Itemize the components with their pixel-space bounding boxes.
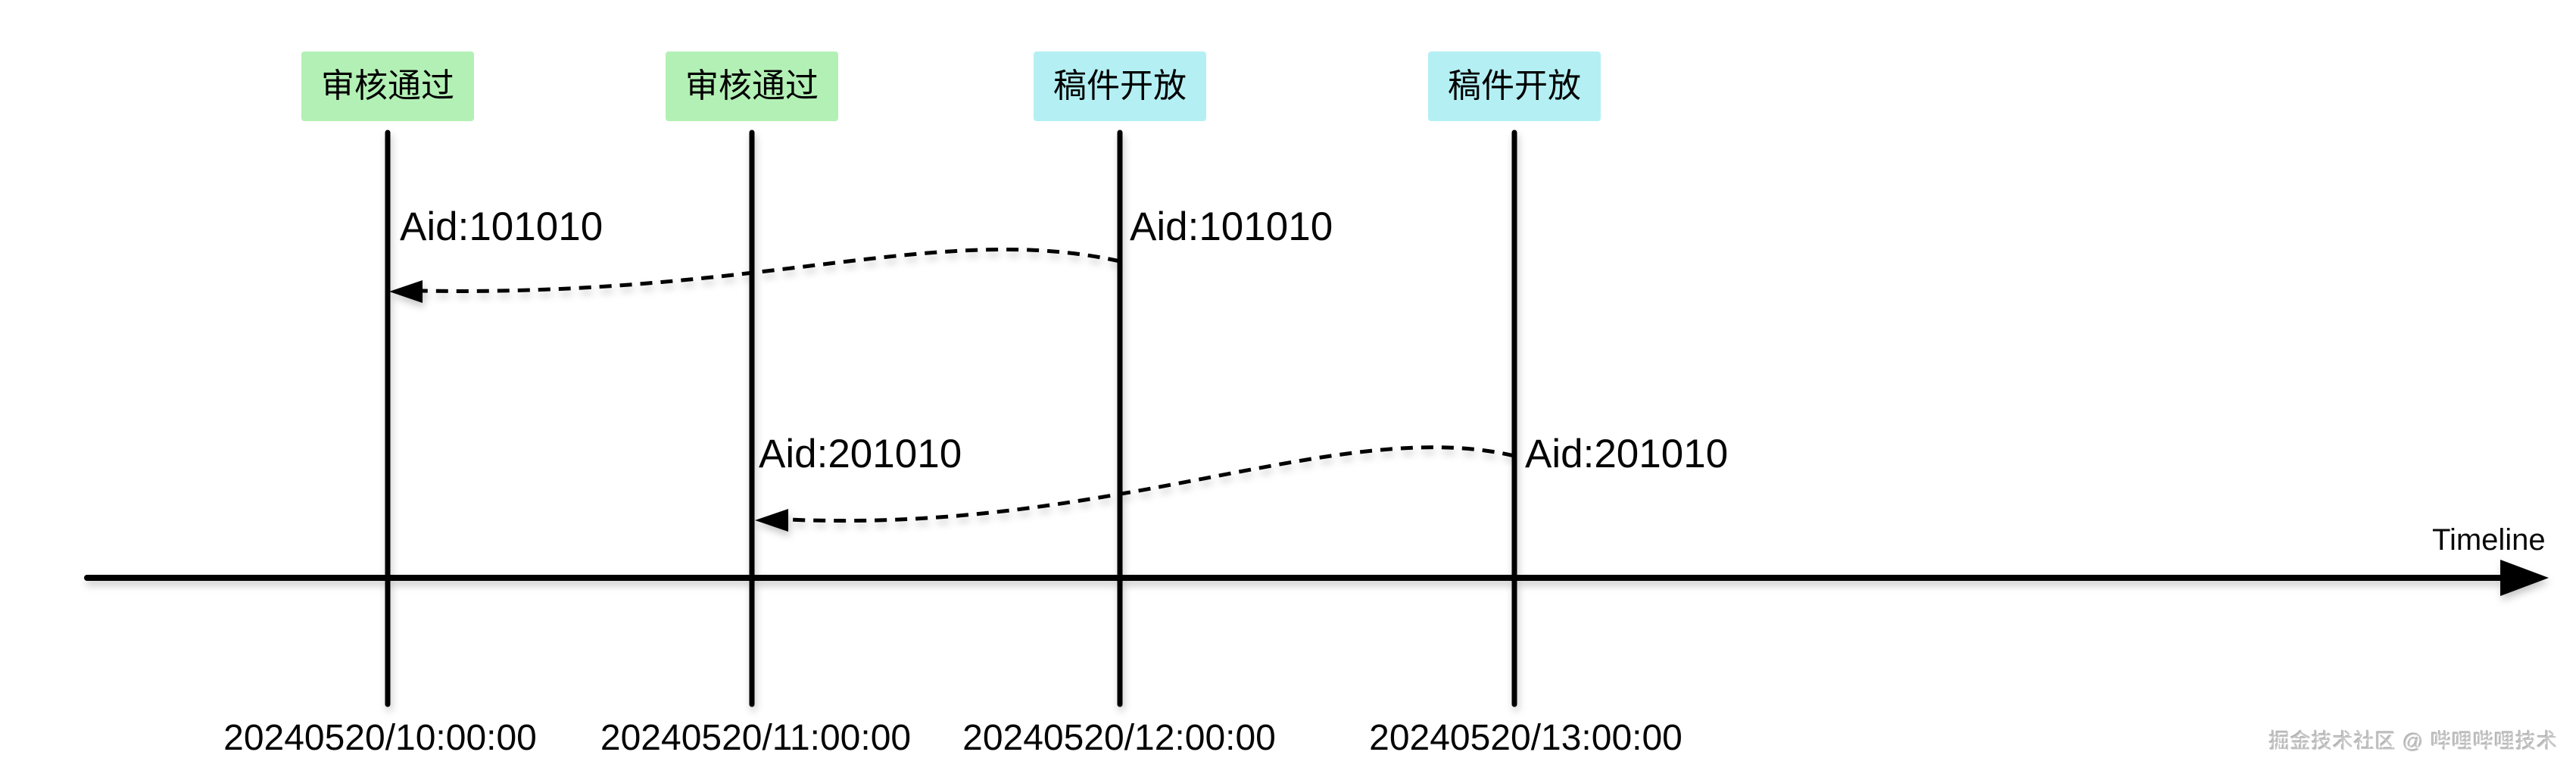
diagram-strokes <box>84 130 2549 707</box>
annotation-text-aid101010-source: Aid:101010 <box>1130 204 1333 249</box>
timestamp-1000: 20240520/10:00:00 <box>223 718 537 758</box>
watermark-text: 掘金技术社区 @ 哔哩哔哩技术 <box>2269 730 2558 753</box>
annotation-curve-aid101010 <box>420 247 1121 293</box>
event-badge-open-1: 稿件开放 <box>1034 51 1206 121</box>
annotation-text-aid201010-source: Aid:201010 <box>1525 432 1729 476</box>
timeline-axis-label: Timeline <box>2432 523 2546 557</box>
timestamp-1100: 20240520/11:00:00 <box>600 718 912 758</box>
annotation-arrowhead-aid201010-icon <box>755 509 788 532</box>
timeline-axis-arrowhead-icon <box>2500 560 2549 596</box>
annotation-text-aid201010-target: Aid:201010 <box>759 432 962 476</box>
event-badge-approved-1: 审核通过 <box>301 51 474 121</box>
annotation-text-aid101010-target: Aid:101010 <box>400 204 603 249</box>
timestamp-1300: 20240520/13:00:00 <box>1369 718 1683 758</box>
annotation-arrowhead-aid101010-icon <box>389 280 423 303</box>
event-badge-approved-2: 审核通过 <box>666 51 838 121</box>
annotation-curve-aid201010 <box>787 445 1515 523</box>
event-badge-open-2: 稿件开放 <box>1428 51 1601 121</box>
timestamp-1200: 20240520/12:00:00 <box>962 718 1276 758</box>
